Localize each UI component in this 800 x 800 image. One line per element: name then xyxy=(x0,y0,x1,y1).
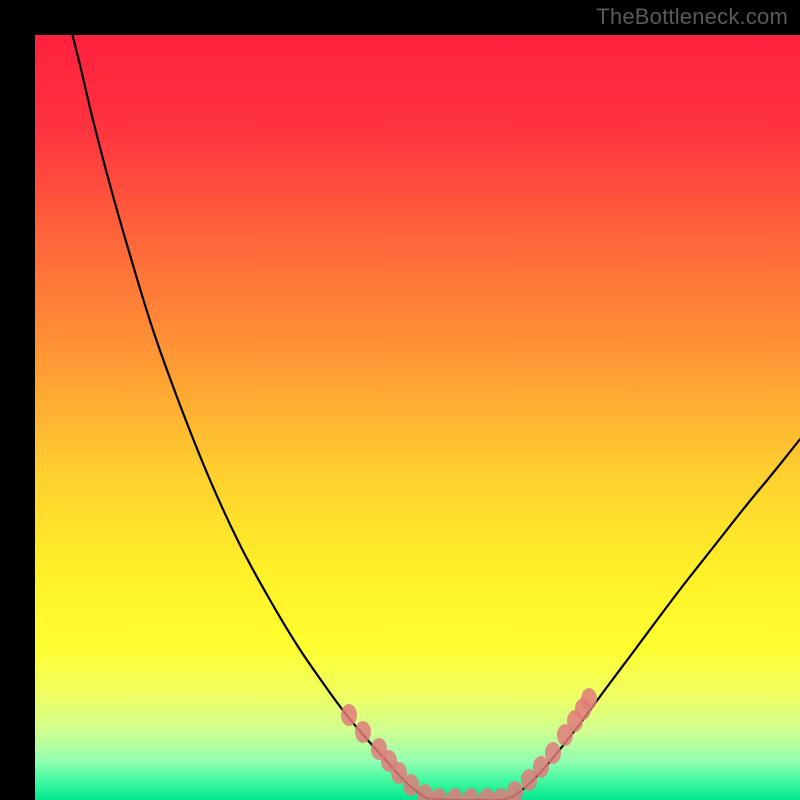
watermark-text: TheBottleneck.com xyxy=(596,4,788,30)
marker-dot xyxy=(581,688,597,710)
marker-dot xyxy=(403,774,419,796)
chart-svg xyxy=(35,35,800,800)
marker-dot xyxy=(545,742,561,764)
marker-dot xyxy=(355,721,371,743)
plot-area xyxy=(35,35,800,800)
marker-dot xyxy=(341,704,357,726)
gradient-background xyxy=(35,35,800,800)
